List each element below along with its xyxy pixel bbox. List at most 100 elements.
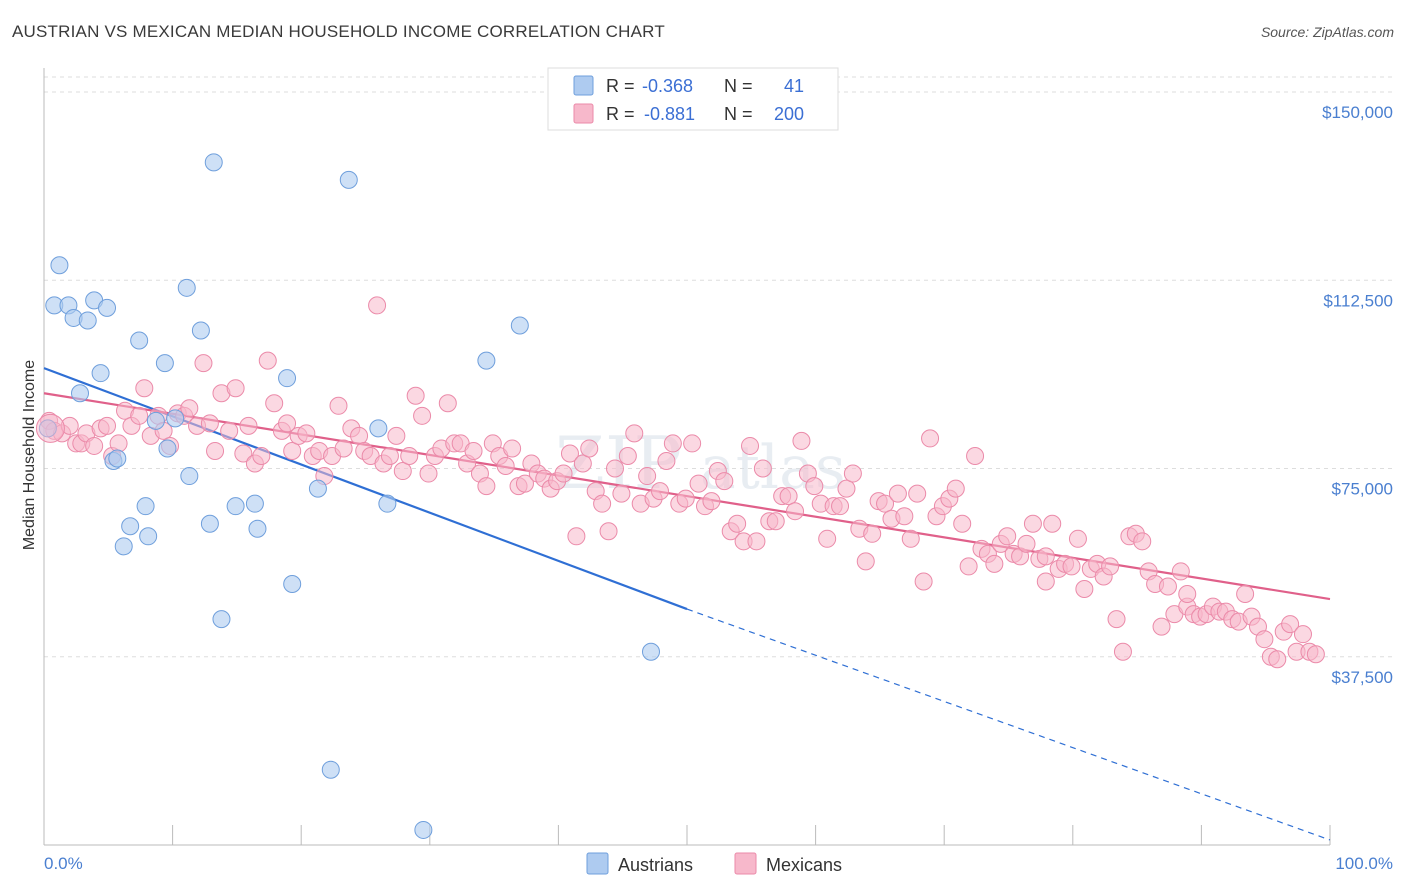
- mexican-point: [573, 454, 592, 473]
- austrian-point: [50, 256, 69, 275]
- legend-swatch-austrians: [573, 75, 594, 96]
- mexican-point: [1107, 610, 1126, 629]
- mexican-point: [496, 457, 515, 476]
- mexican-point: [503, 439, 522, 458]
- austrian-point: [136, 497, 155, 516]
- austrian-point: [308, 479, 327, 498]
- austrian-point: [477, 351, 496, 370]
- bottom-legend: Austrians Mexicans: [586, 852, 842, 875]
- austrian-trend-line: [43, 367, 688, 611]
- mexican-point: [689, 474, 708, 493]
- legend-n-value: 41: [784, 76, 804, 96]
- mexican-point: [901, 529, 920, 548]
- mexican-point: [702, 492, 721, 511]
- mexican-point: [1171, 562, 1190, 581]
- mexican-point: [921, 429, 940, 448]
- austrian-point: [248, 519, 267, 538]
- mexican-point: [1036, 547, 1055, 566]
- austrian-point: [155, 354, 174, 373]
- mexican-point: [554, 464, 573, 483]
- mexican-point: [985, 554, 1004, 573]
- mexican-point: [135, 379, 154, 398]
- austrian-point: [98, 298, 117, 317]
- mexican-point: [843, 464, 862, 483]
- mexican-point: [1158, 577, 1177, 596]
- austrian-point: [158, 439, 177, 458]
- mexican-point: [1293, 625, 1312, 644]
- mexican-point: [580, 439, 599, 458]
- austrian-point: [146, 411, 165, 430]
- mexican-point: [297, 424, 316, 443]
- mexican-point: [1306, 645, 1325, 664]
- mexican-point: [560, 444, 579, 463]
- austrian-point: [226, 497, 245, 516]
- mexican-point: [876, 494, 895, 513]
- mexican-point: [109, 434, 128, 453]
- mexican-point: [908, 484, 927, 503]
- mexican-point: [792, 431, 811, 450]
- mexican-point: [239, 416, 258, 435]
- mexican-point: [959, 557, 978, 576]
- y-tick-labels: $37,500 $75,000 $112,500 $150,000: [1322, 103, 1393, 687]
- bottom-legend-austrians: Austrians: [618, 855, 693, 875]
- gridlines: [44, 76, 1395, 658]
- austrian-point: [108, 449, 127, 468]
- austrian-point: [212, 610, 231, 629]
- bottom-legend-swatch-mexicans: [734, 852, 757, 875]
- mexican-point: [895, 507, 914, 526]
- mexican-point: [605, 459, 624, 478]
- mexican-point: [98, 416, 117, 435]
- mexican-point: [464, 441, 483, 460]
- x-tick-labels: 0.0% 100.0%: [44, 854, 1393, 873]
- mexican-point: [393, 462, 412, 481]
- austrian-point: [78, 311, 97, 330]
- mexican-point: [35, 413, 65, 443]
- mexican-point: [953, 514, 972, 533]
- mexican-point: [728, 514, 747, 533]
- mexican-point: [650, 482, 669, 501]
- mexican-point: [258, 351, 277, 370]
- mexican-point: [1152, 617, 1171, 636]
- mexican-point: [265, 394, 284, 413]
- mexican-point: [413, 406, 432, 425]
- mexican-point: [406, 386, 425, 405]
- mexican-point: [1281, 615, 1300, 634]
- mexican-point: [252, 446, 271, 465]
- mexican-point: [593, 494, 612, 513]
- bottom-legend-mexicans: Mexicans: [766, 855, 842, 875]
- mexican-point: [1043, 514, 1062, 533]
- mexican-point: [856, 552, 875, 571]
- y-tick-label: $150,000: [1322, 103, 1393, 122]
- mexican-point: [683, 434, 702, 453]
- mexican-point: [180, 399, 199, 418]
- mexican-point: [226, 379, 245, 398]
- mexican-point: [1255, 630, 1274, 649]
- austrian-point: [180, 467, 199, 486]
- axes: [43, 68, 1331, 846]
- legend-r-value: -0.881: [644, 104, 695, 124]
- austrian-point: [130, 331, 149, 350]
- mexican-point: [1178, 585, 1197, 604]
- mexican-point: [350, 426, 369, 445]
- mexican-point: [831, 497, 850, 516]
- austrian-trend-extension: [686, 608, 1331, 841]
- mexican-point: [753, 459, 772, 478]
- mexican-point: [515, 474, 534, 493]
- data-points: [35, 153, 1325, 839]
- mexican-point: [1101, 557, 1120, 576]
- mexican-point: [1075, 580, 1094, 598]
- mexican-point: [638, 467, 657, 486]
- austrian-point: [378, 494, 397, 513]
- mexican-point: [888, 484, 907, 503]
- mexican-point: [657, 452, 676, 470]
- mexican-point: [477, 477, 496, 496]
- mexican-point: [283, 441, 302, 460]
- mexican-point: [278, 414, 297, 433]
- austrian-point: [245, 494, 264, 513]
- mexican-point: [130, 406, 149, 425]
- austrian-point: [321, 760, 340, 779]
- legend-r-label: R =: [606, 76, 635, 96]
- mexican-point: [818, 529, 837, 548]
- mexican-point: [1062, 557, 1081, 576]
